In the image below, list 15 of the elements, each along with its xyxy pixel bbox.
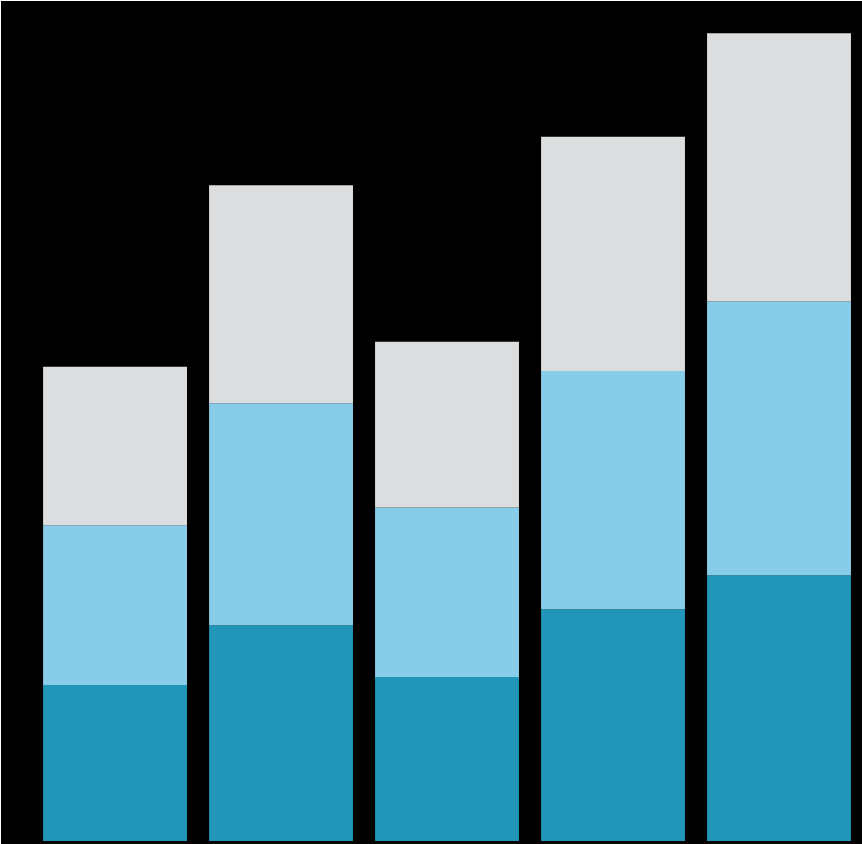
bar [209,185,353,404]
bar [541,609,685,841]
bar [43,685,187,841]
bar [541,370,685,610]
bar [541,136,685,371]
bar [707,33,851,302]
bar [707,301,851,576]
bar [43,525,187,686]
bar [375,341,519,508]
bar [209,625,353,841]
bar [209,403,353,626]
bar [375,677,519,841]
bar [707,575,851,841]
bar [43,366,187,526]
bar [375,507,519,678]
